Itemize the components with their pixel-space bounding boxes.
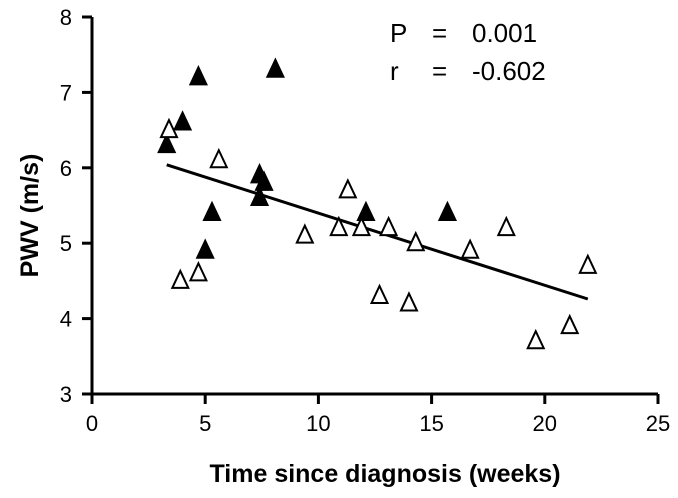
p-label: P: [390, 18, 407, 48]
filled-triangle-point: [202, 200, 222, 222]
filled-triangle-point: [356, 200, 376, 222]
open-triangle-point: [526, 328, 546, 350]
open-triangle-point: [338, 178, 358, 199]
r-equals: =: [432, 56, 447, 86]
data-points: [157, 57, 598, 350]
open-triangle-point: [170, 268, 190, 289]
filled-triangle-point: [188, 64, 208, 86]
open-triangle-point: [351, 215, 371, 237]
open-triangle-point: [560, 313, 580, 335]
x-tick-label: 20: [533, 411, 557, 436]
axes: [90, 17, 658, 396]
open-triangle-point: [329, 215, 349, 237]
open-triangle-point: [578, 253, 598, 274]
filled-triangle-point: [157, 132, 177, 154]
filled-triangle-point: [437, 200, 458, 222]
x-tick-label: 15: [419, 411, 443, 436]
open-triangle-point: [369, 283, 390, 304]
open-triangle-point: [496, 215, 516, 237]
open-triangle-point: [406, 230, 426, 252]
stats-annotation: P = 0.001 r = -0.602: [390, 18, 546, 86]
x-tick-label: 10: [306, 411, 330, 436]
open-triangle-point: [460, 238, 480, 259]
filled-triangle-point: [254, 170, 274, 191]
open-triangle-point: [188, 261, 208, 282]
open-triangle-point: [399, 291, 419, 312]
open-triangle-point: [295, 223, 315, 244]
x-tick-label: 25: [646, 411, 670, 436]
filled-triangle-point: [265, 57, 285, 78]
filled-triangle-point: [249, 185, 270, 206]
filled-triangle-point: [172, 110, 193, 131]
x-axis-title: Time since diagnosis (weeks): [209, 460, 560, 488]
x-tick-label: 5: [199, 411, 211, 436]
y-tick-label: 3: [60, 382, 72, 407]
y-ticks: 3 4 5 6 7 8: [60, 5, 92, 407]
r-label: r: [390, 56, 399, 86]
y-tick-label: 8: [60, 5, 72, 30]
y-tick-label: 7: [60, 80, 72, 105]
x-tick-label: 0: [86, 411, 98, 436]
r-value: -0.602: [472, 56, 546, 86]
open-triangle-point: [209, 147, 229, 169]
open-triangle-point: [379, 215, 399, 237]
y-tick-label: 4: [60, 307, 72, 332]
y-tick-label: 6: [60, 156, 72, 181]
open-triangle-point: [159, 117, 179, 139]
x-ticks: 0 5 10 15 20 25: [86, 394, 670, 436]
y-tick-label: 5: [60, 231, 72, 256]
p-value: 0.001: [472, 18, 537, 48]
y-axis-title: PWV (m/s): [16, 154, 44, 278]
filled-triangle-point: [195, 238, 215, 259]
p-equals: =: [432, 18, 447, 48]
regression-line: [166, 163, 589, 301]
